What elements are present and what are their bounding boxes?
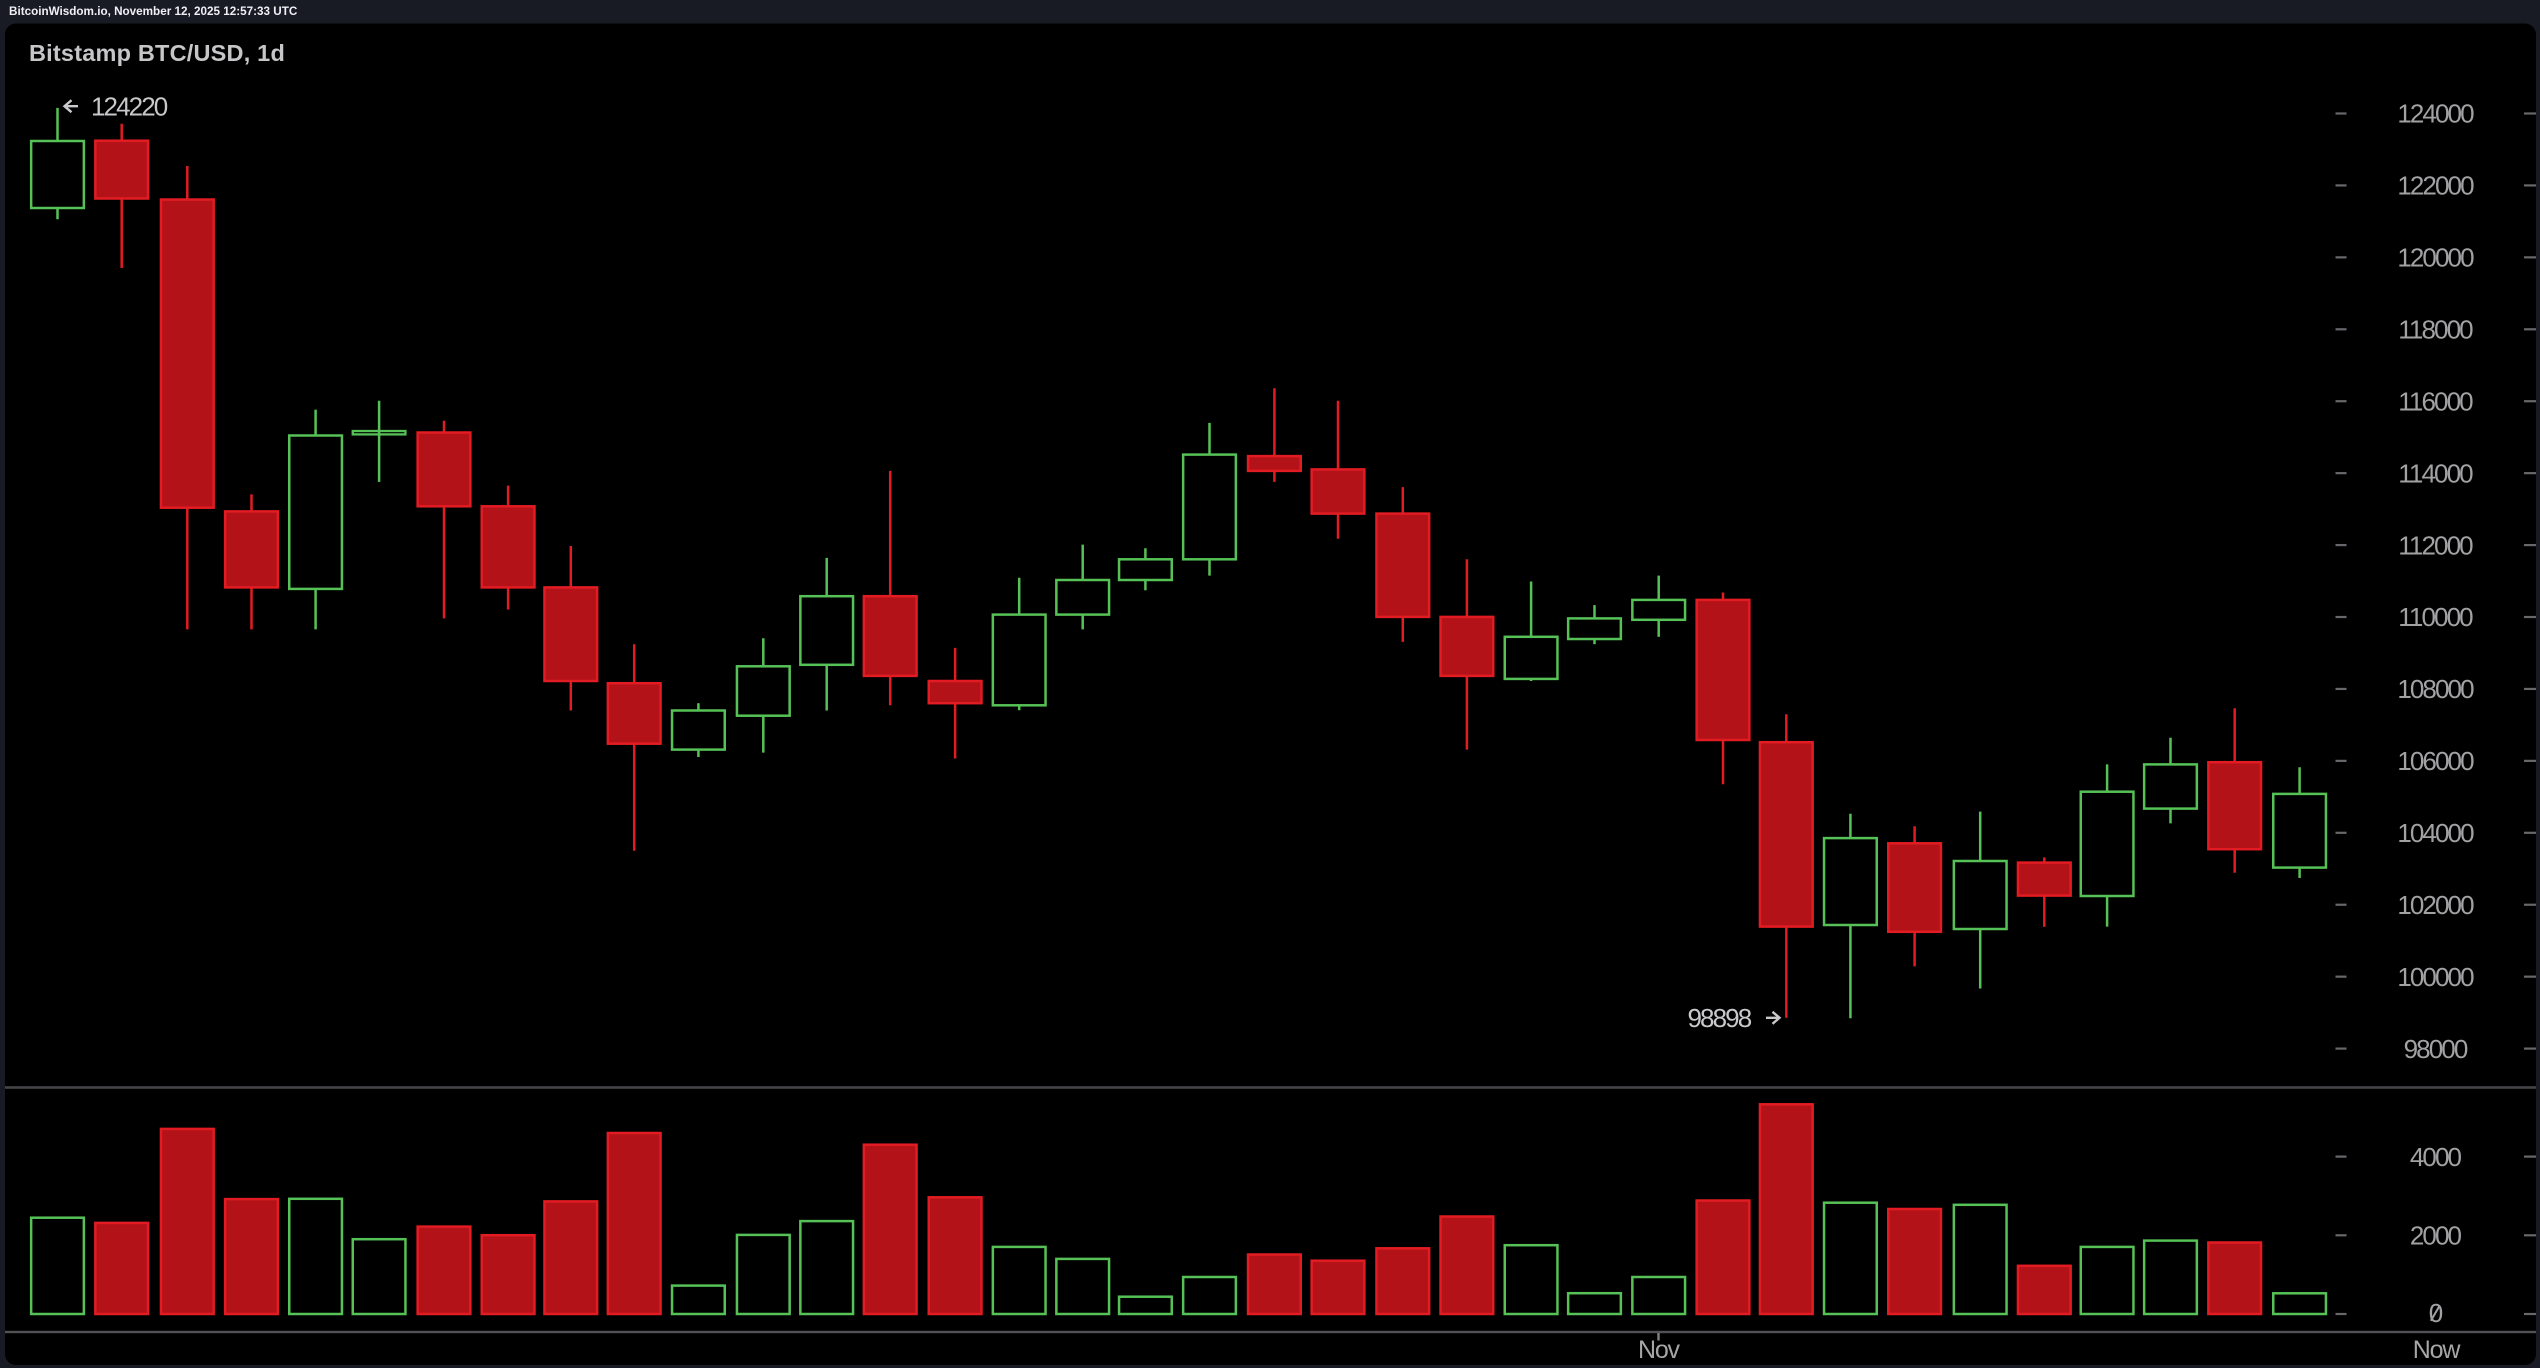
svg-text:124000: 124000 (2397, 99, 2474, 129)
svg-text:108000: 108000 (2397, 674, 2474, 704)
svg-text:98898: 98898 (1688, 1003, 1752, 1033)
svg-text:112000: 112000 (2398, 530, 2473, 560)
svg-text:106000: 106000 (2397, 746, 2474, 776)
svg-text:122000: 122000 (2397, 171, 2474, 201)
svg-text:4000: 4000 (2410, 1142, 2462, 1172)
svg-text:120000: 120000 (2397, 243, 2474, 273)
svg-text:Now: Now (2413, 1336, 2462, 1364)
svg-text:116000: 116000 (2398, 386, 2473, 416)
svg-text:2000: 2000 (2410, 1221, 2462, 1251)
svg-text:Nov: Nov (1638, 1336, 1681, 1364)
svg-text:110000: 110000 (2398, 602, 2473, 632)
svg-text:98000: 98000 (2404, 1034, 2468, 1064)
svg-text:100000: 100000 (2397, 962, 2474, 992)
svg-text:114000: 114000 (2398, 458, 2473, 488)
svg-text:104000: 104000 (2397, 818, 2474, 848)
svg-text:118000: 118000 (2398, 314, 2473, 344)
svg-text:102000: 102000 (2397, 890, 2474, 920)
svg-text:124220: 124220 (91, 91, 168, 121)
svg-text:0: 0 (2429, 1298, 2443, 1328)
